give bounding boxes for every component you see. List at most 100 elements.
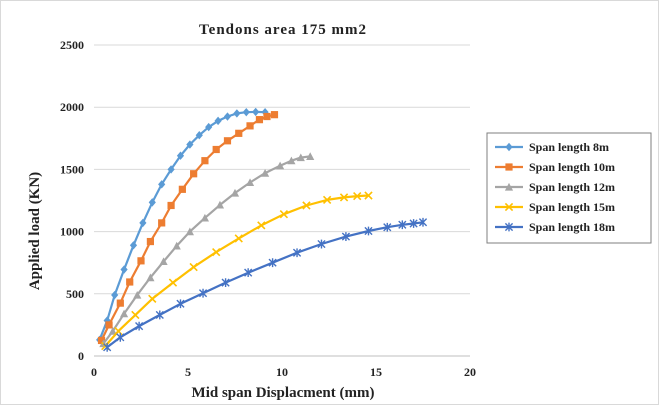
data-point bbox=[103, 342, 112, 352]
data-point bbox=[504, 222, 514, 232]
data-point bbox=[504, 202, 514, 212]
data-point bbox=[139, 218, 147, 228]
data-point bbox=[190, 170, 198, 178]
data-point bbox=[148, 294, 157, 303]
data-point bbox=[129, 241, 138, 250]
legend-label: Span length 15m bbox=[529, 200, 615, 214]
data-point bbox=[383, 222, 392, 232]
data-point bbox=[135, 321, 144, 331]
data-point bbox=[176, 151, 185, 160]
data-point bbox=[120, 265, 128, 274]
data-point bbox=[198, 288, 208, 298]
data-point bbox=[292, 248, 302, 258]
series-span-length-18m bbox=[103, 217, 428, 352]
legend-label: Span length 8m bbox=[529, 140, 609, 154]
tick-labels: 0 500 1000 1500 2000 2500 0 5 10 15 20 bbox=[60, 38, 476, 379]
data-point bbox=[409, 219, 418, 228]
legend-label: Span length 12m bbox=[529, 180, 615, 194]
x-tick-label: 20 bbox=[464, 365, 476, 379]
data-point bbox=[302, 201, 311, 210]
data-point bbox=[133, 290, 142, 299]
data-point bbox=[158, 219, 166, 227]
data-point bbox=[186, 140, 194, 149]
data-point bbox=[234, 234, 243, 243]
legend-label: Span length 18m bbox=[529, 220, 615, 234]
y-tick-label: 0 bbox=[78, 349, 84, 363]
data-point bbox=[137, 257, 145, 265]
data-point bbox=[341, 232, 351, 241]
data-point bbox=[185, 227, 194, 236]
data-point bbox=[116, 332, 125, 342]
data-point bbox=[167, 165, 175, 174]
x-tick-label: 10 bbox=[276, 365, 288, 379]
data-point bbox=[230, 188, 240, 197]
legend-item: Span length 18m bbox=[495, 220, 615, 234]
x-tick-label: 5 bbox=[185, 365, 191, 379]
data-point bbox=[245, 178, 255, 187]
data-point bbox=[176, 299, 185, 309]
data-point bbox=[195, 130, 203, 140]
data-point bbox=[296, 153, 305, 162]
data-point bbox=[116, 299, 124, 307]
data-point bbox=[201, 157, 209, 165]
data-point bbox=[244, 268, 253, 278]
data-point bbox=[418, 217, 428, 227]
data-point bbox=[261, 107, 269, 117]
data-point bbox=[364, 226, 373, 236]
x-tick-label: 0 bbox=[91, 365, 97, 379]
series-line bbox=[106, 221, 424, 349]
x-tick-label: 15 bbox=[370, 365, 382, 379]
data-point bbox=[212, 247, 221, 257]
data-point bbox=[504, 182, 514, 191]
y-axis-label: Applied load (KN) bbox=[27, 172, 43, 290]
series-span-length-12m bbox=[99, 152, 315, 348]
data-point bbox=[97, 336, 106, 345]
legend-item: Span length 10m bbox=[495, 160, 615, 174]
y-tick-label: 500 bbox=[66, 287, 84, 301]
data-point bbox=[364, 191, 373, 200]
data-point bbox=[119, 309, 129, 318]
data-point bbox=[246, 122, 254, 130]
data-point bbox=[306, 152, 315, 160]
legend-item: Span length 15m bbox=[495, 200, 615, 214]
data-point bbox=[279, 210, 289, 219]
data-point bbox=[257, 221, 266, 230]
data-point bbox=[167, 201, 175, 210]
data-point bbox=[189, 262, 198, 272]
legend-item: Span length 12m bbox=[495, 180, 615, 194]
data-point bbox=[268, 258, 277, 268]
data-point bbox=[505, 142, 513, 152]
data-point bbox=[105, 321, 113, 329]
data-point bbox=[276, 161, 285, 170]
legend-item: Span length 8m bbox=[495, 140, 609, 154]
data-point bbox=[221, 278, 230, 288]
data-point bbox=[212, 145, 220, 154]
data-point bbox=[260, 169, 270, 177]
series-span-length-8m bbox=[96, 107, 269, 345]
data-point bbox=[322, 195, 332, 205]
data-point bbox=[223, 137, 232, 145]
data-point bbox=[155, 310, 164, 320]
data-point bbox=[158, 180, 166, 189]
y-tick-label: 2000 bbox=[60, 100, 84, 114]
data-point bbox=[108, 327, 117, 335]
data-point bbox=[178, 185, 186, 193]
data-point bbox=[223, 112, 232, 121]
gridlines bbox=[94, 44, 470, 295]
y-tick-label: 1000 bbox=[60, 225, 84, 239]
data-point bbox=[353, 191, 362, 201]
data-point bbox=[287, 156, 296, 165]
series-line bbox=[100, 113, 275, 341]
data-point bbox=[398, 220, 407, 230]
data-point bbox=[317, 239, 326, 249]
data-point bbox=[270, 111, 279, 119]
series-layer bbox=[96, 107, 428, 352]
data-point bbox=[215, 200, 225, 209]
data-point bbox=[146, 237, 154, 246]
legend: Span length 8m Span length 10m Span length… bbox=[486, 132, 652, 244]
series-span-length-15m bbox=[101, 191, 373, 351]
data-point bbox=[214, 116, 222, 126]
data-point bbox=[233, 109, 241, 118]
